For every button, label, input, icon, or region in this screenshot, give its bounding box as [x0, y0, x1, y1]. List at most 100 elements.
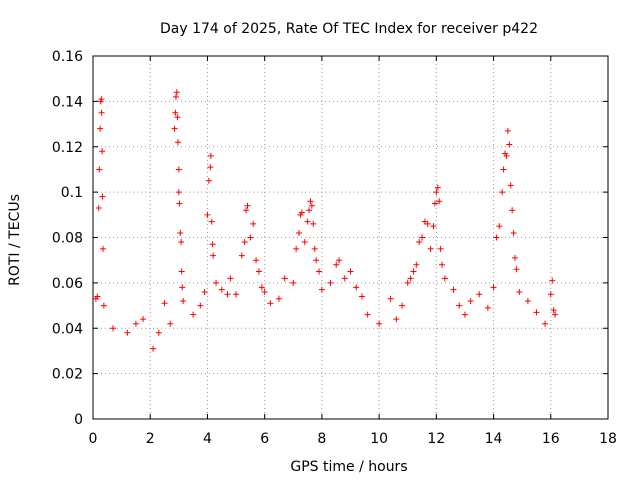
- data-point: [306, 207, 313, 214]
- data-point: [450, 286, 457, 293]
- data-point: [311, 245, 318, 252]
- data-point: [155, 329, 162, 336]
- data-point: [99, 148, 106, 155]
- data-point: [204, 211, 211, 218]
- data-point: [201, 288, 208, 295]
- data-point: [209, 241, 216, 248]
- x-tick-label: 6: [260, 431, 269, 447]
- data-point: [434, 184, 441, 191]
- data-point: [358, 293, 365, 300]
- data-point: [275, 295, 282, 302]
- data-point: [110, 325, 117, 332]
- data-point: [547, 291, 554, 298]
- data-point: [437, 245, 444, 252]
- data-point: [98, 109, 105, 116]
- data-point: [316, 268, 323, 275]
- data-point: [512, 254, 519, 261]
- y-tick-label: 0.1: [61, 185, 83, 201]
- data-point: [336, 257, 343, 264]
- data-point: [210, 252, 217, 259]
- x-tick-label: 8: [317, 431, 326, 447]
- data-point: [218, 286, 225, 293]
- data-point: [290, 279, 297, 286]
- data-point: [255, 268, 262, 275]
- data-point: [298, 209, 305, 216]
- data-point: [177, 229, 184, 236]
- data-point: [433, 189, 440, 196]
- data-point: [304, 218, 311, 225]
- data-point: [364, 311, 371, 318]
- data-point: [261, 288, 268, 295]
- data-point: [190, 311, 197, 318]
- data-point: [327, 279, 334, 286]
- data-point: [296, 229, 302, 236]
- data-point: [416, 239, 423, 246]
- y-tick-label: 0.14: [52, 94, 83, 110]
- data-point: [208, 218, 215, 225]
- data-point: [439, 261, 446, 268]
- data-point: [171, 125, 178, 132]
- data-point: [500, 166, 507, 173]
- data-point: [430, 223, 437, 230]
- data-points: [92, 89, 559, 352]
- data-point: [507, 182, 514, 189]
- data-point: [97, 125, 104, 132]
- chart-title: Day 174 of 2025, Rate Of TEC Index for r…: [160, 21, 538, 37]
- data-point: [94, 293, 101, 300]
- data-point: [441, 275, 448, 282]
- data-point: [410, 268, 417, 275]
- data-point: [98, 96, 105, 103]
- x-tick-label: 18: [599, 431, 617, 447]
- data-point: [205, 177, 212, 184]
- data-point: [161, 300, 168, 307]
- grid-lines: [93, 56, 608, 419]
- data-point: [490, 284, 497, 291]
- data-point: [310, 220, 317, 227]
- x-tick-label: 0: [89, 431, 98, 447]
- y-tick-label: 0.12: [52, 140, 83, 156]
- data-point: [100, 302, 107, 309]
- data-point: [404, 279, 411, 286]
- data-point: [244, 202, 251, 209]
- x-tick-label: 16: [542, 431, 560, 447]
- data-point: [499, 189, 506, 196]
- data-point: [172, 93, 179, 100]
- data-point: [513, 266, 520, 273]
- x-axis-label: GPS time / hours: [290, 459, 407, 475]
- data-point: [493, 234, 500, 241]
- data-point: [341, 275, 348, 282]
- data-point: [376, 320, 383, 327]
- data-point: [496, 223, 503, 230]
- x-tick-label: 4: [203, 431, 212, 447]
- data-point: [413, 261, 420, 268]
- data-point: [504, 127, 511, 134]
- data-point: [175, 189, 182, 196]
- data-point: [178, 268, 185, 275]
- data-point: [96, 166, 103, 173]
- data-point: [176, 200, 183, 207]
- data-point: [250, 220, 257, 227]
- data-point: [95, 205, 102, 212]
- data-point: [427, 245, 434, 252]
- data-point: [542, 320, 549, 327]
- data-point: [172, 109, 179, 116]
- data-point: [461, 311, 468, 318]
- data-point: [233, 291, 240, 298]
- data-point: [179, 284, 186, 291]
- data-point: [100, 245, 107, 252]
- data-point: [124, 329, 131, 336]
- y-tick-label: 0.16: [52, 49, 83, 65]
- data-point: [533, 309, 540, 316]
- data-point: [318, 286, 325, 293]
- data-point: [224, 291, 231, 298]
- data-point: [140, 316, 147, 323]
- axis-ticks: 0 2 4 6 8 10 12 14 16 18 0 0.02 0.04 0.06 0.08 0.1 0.12 0…: [52, 49, 617, 447]
- data-point: [399, 302, 405, 309]
- data-point: [387, 295, 394, 302]
- data-point: [132, 320, 139, 327]
- data-point: [197, 302, 204, 309]
- data-point: [431, 200, 438, 207]
- data-point: [550, 307, 557, 314]
- data-point: [281, 275, 288, 282]
